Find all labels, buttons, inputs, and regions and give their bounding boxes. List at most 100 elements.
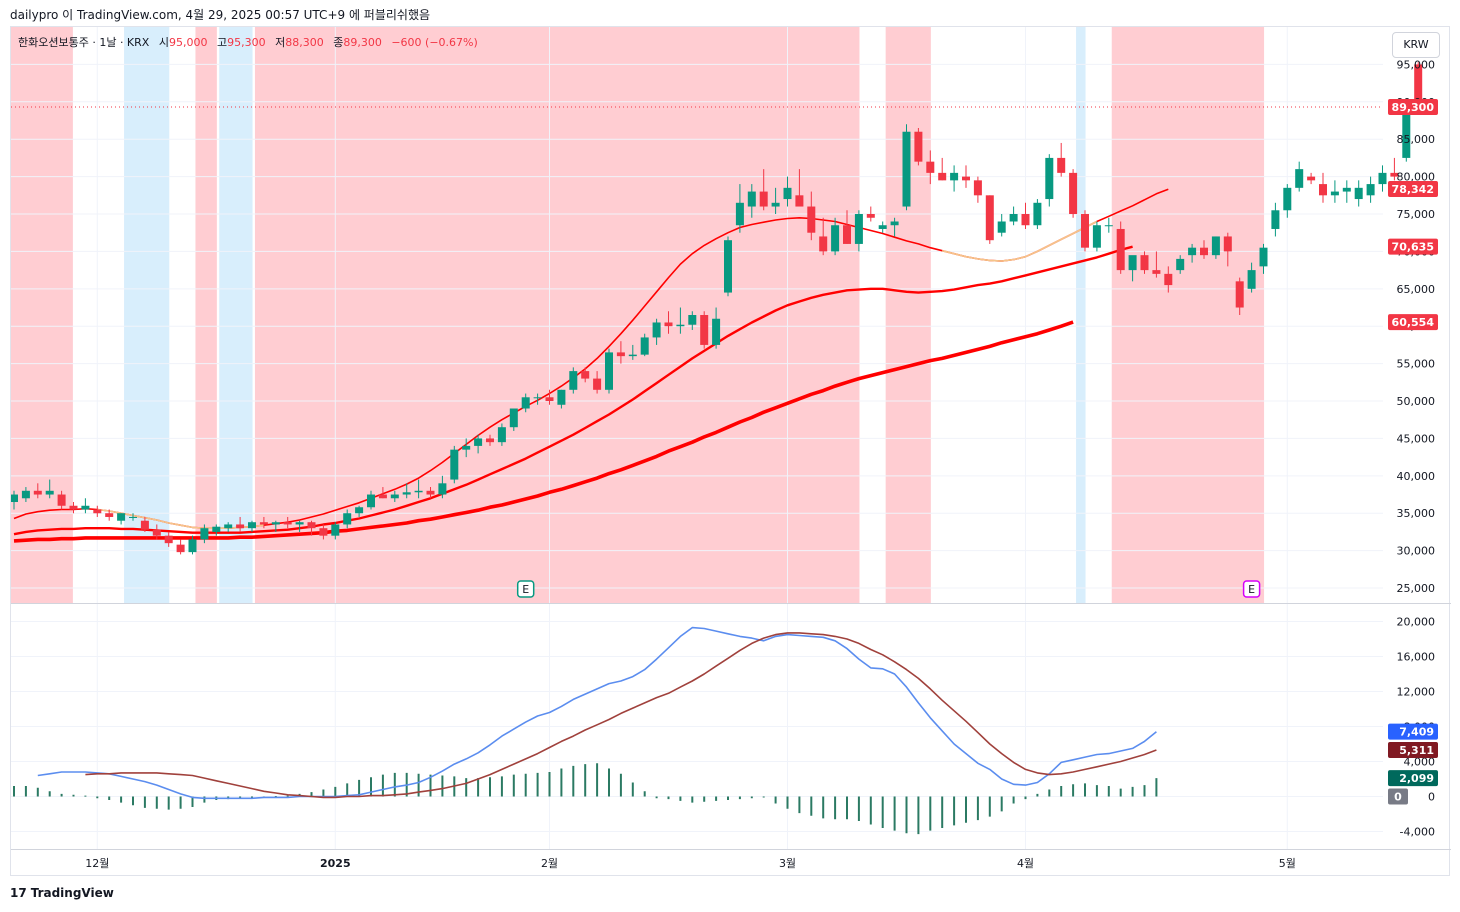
macd-histogram-bar — [1072, 784, 1075, 797]
candle-body — [747, 191, 756, 207]
chart-frame[interactable]: E E 25,000 30,000 35,000 40,000 45,000 50,000 55… — [10, 26, 1451, 877]
macd-histogram-bar — [251, 796, 253, 798]
currency-button[interactable]: KRW — [1392, 32, 1440, 58]
candle-body — [200, 528, 209, 540]
macd-histogram-bar — [1048, 789, 1051, 797]
signal-tag: 5,311 — [1399, 744, 1434, 757]
candle-body — [950, 172, 959, 181]
candle-body — [1152, 270, 1161, 274]
background-band-blue — [1076, 27, 1086, 603]
last-price-tag: 89,300 — [1392, 101, 1435, 114]
macd-histogram-bar — [572, 765, 575, 797]
open-value: 95,000 — [168, 36, 208, 49]
close-label: 종 — [333, 36, 344, 49]
macd-histogram-bar — [1024, 796, 1027, 800]
last-price-tag-bg — [1388, 99, 1438, 116]
macd-histogram-bar — [1084, 783, 1086, 797]
candle-body — [21, 490, 30, 499]
macd-histogram-bar — [976, 796, 979, 821]
candle-body — [212, 526, 221, 532]
candle-body — [854, 214, 863, 244]
macd-histogram-bar — [1036, 793, 1039, 797]
candle-body — [712, 318, 721, 345]
price-axis-label: 40,000 — [1397, 470, 1436, 483]
macd-histogram-bar — [500, 776, 503, 797]
candle-body — [319, 528, 328, 536]
macd-histogram-bar — [834, 796, 837, 820]
macd-tag-bg — [1388, 723, 1438, 740]
candle-body — [890, 221, 899, 226]
candle-body — [771, 202, 780, 207]
candle-body — [1295, 169, 1304, 188]
candle-body — [1378, 172, 1387, 185]
chart-canvas[interactable]: E E 25,000 30,000 35,000 40,000 45,000 50,000 55… — [11, 27, 1451, 877]
macd-histogram-bar — [560, 768, 563, 797]
candle-body — [628, 354, 637, 357]
macd-histogram-bar — [477, 778, 480, 797]
time-axis-label: 3월 — [779, 857, 796, 870]
macd-histogram-bar — [905, 796, 908, 834]
candle-body — [414, 490, 423, 493]
background-band-red — [11, 27, 73, 603]
macd-histogram-bar — [548, 772, 551, 797]
macd-histogram-bar — [358, 779, 361, 797]
macd-histogram-bar — [1107, 786, 1110, 797]
candle-body — [1200, 247, 1208, 256]
macd-histogram-bar — [274, 796, 277, 798]
macd-histogram-bar — [536, 772, 539, 797]
macd-histogram-bar — [1000, 796, 1003, 812]
macd-histogram-bar — [727, 796, 729, 800]
candle-body — [1069, 172, 1078, 215]
candle-body — [569, 371, 578, 390]
ma-short-tag-bg — [1388, 181, 1438, 198]
candle-body — [997, 221, 1006, 233]
symbol-title[interactable]: 한화오션보통주 · 1날 · KRX — [18, 36, 150, 49]
candle-body — [1009, 214, 1018, 222]
macd-axis-label: 20,000 — [1397, 616, 1436, 629]
macd-histogram-bar — [750, 796, 753, 799]
macd-histogram-bar — [953, 796, 956, 826]
candle-body — [1259, 247, 1268, 267]
candle-body — [1057, 157, 1066, 173]
macd-histogram-bar — [346, 783, 349, 797]
candle-body — [902, 131, 911, 207]
candle-body — [45, 490, 54, 495]
candle-body — [1188, 247, 1197, 256]
candle-body — [664, 322, 673, 327]
macd-histogram-bar — [846, 796, 848, 820]
candle-body — [307, 522, 316, 529]
zero-tag: 0 — [1394, 791, 1402, 804]
candle-body — [1164, 273, 1173, 286]
histogram-tag-bg — [1388, 770, 1438, 787]
macd-axis-label: -4,000 — [1400, 826, 1435, 839]
candle-body — [1128, 255, 1137, 271]
macd-histogram-bar — [822, 796, 825, 819]
candle-body — [807, 206, 816, 233]
candle-body — [343, 513, 352, 525]
candle-body — [878, 225, 887, 229]
time-axis-label: 4월 — [1017, 857, 1034, 870]
macd-histogram-bar — [48, 791, 51, 797]
tradingview-logo[interactable]: 17 TradingView — [10, 886, 114, 900]
candle-body — [759, 191, 768, 207]
candle-body — [688, 315, 697, 325]
candle-body — [652, 322, 661, 338]
price-axis-label: 30,000 — [1397, 545, 1436, 558]
candle-body — [248, 522, 256, 529]
candle-body — [450, 449, 459, 480]
candle-body — [259, 522, 268, 525]
candle-body — [69, 505, 78, 510]
macd-histogram-bar — [929, 796, 932, 831]
macd-histogram-bar — [965, 796, 967, 823]
earnings-marker-label: E — [522, 583, 529, 596]
candle-body — [1176, 258, 1185, 271]
macd-histogram-bar — [631, 782, 634, 797]
macd-histogram-bar — [417, 773, 420, 797]
price-axis-label: 55,000 — [1397, 358, 1436, 371]
macd-histogram-bar — [393, 772, 396, 797]
candle-body — [843, 225, 851, 244]
candle-body — [926, 161, 935, 173]
macd-histogram-bar — [679, 796, 682, 801]
macd-histogram-bar — [72, 794, 75, 797]
macd-histogram-bar — [370, 777, 372, 797]
